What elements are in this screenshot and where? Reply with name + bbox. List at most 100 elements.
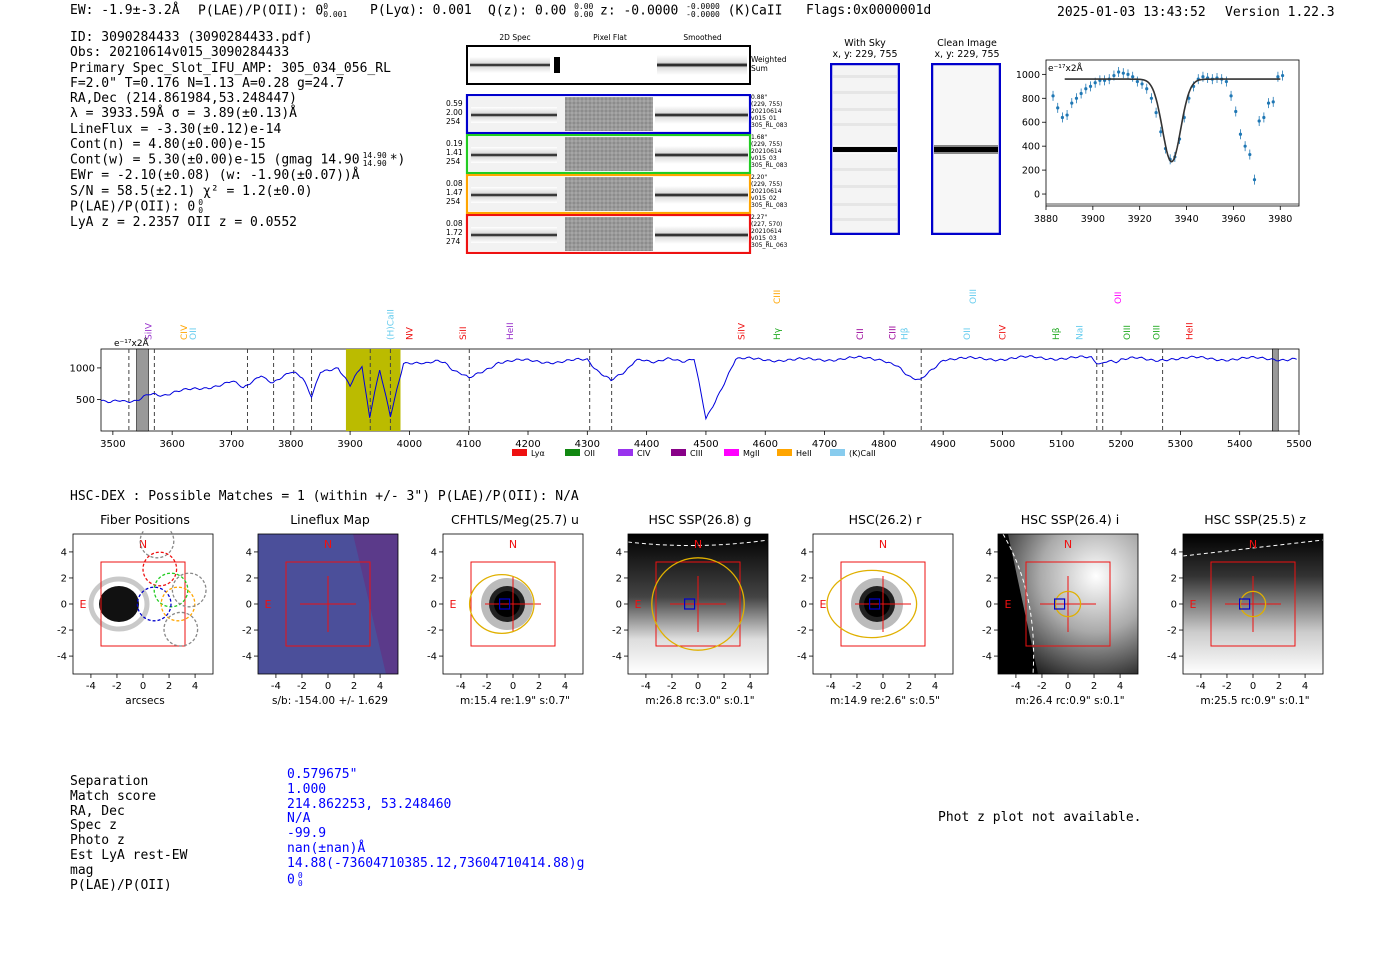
match-value: 0.579675" bbox=[287, 767, 358, 782]
hsc-y-tick: 4 bbox=[986, 547, 992, 558]
zoom-data-point bbox=[1126, 72, 1130, 76]
hsc-y-tick: 2 bbox=[61, 573, 67, 584]
hsc-cutout-panel: HSC SSP(25.5) z m:25.5 rc:0.9" s:0.1" N E -… bbox=[1165, 512, 1350, 712]
legend-label: MgII bbox=[743, 449, 760, 458]
cutout-images bbox=[466, 45, 751, 85]
search-box bbox=[470, 561, 556, 647]
aperture-ellipse bbox=[1054, 590, 1082, 618]
hsc-x-tick: 2 bbox=[536, 681, 542, 692]
cutout-row-info: 305_RL_083 bbox=[751, 202, 788, 209]
search-box bbox=[100, 561, 186, 647]
zoom-y-tick: 0 bbox=[1034, 190, 1040, 201]
hsc-x-tick: 4 bbox=[1302, 681, 1308, 692]
legend-label: CIII bbox=[690, 449, 703, 458]
zoom-data-point bbox=[1065, 113, 1069, 117]
cutout-row-stat: 274 bbox=[446, 237, 461, 246]
east-label: E bbox=[1190, 598, 1197, 611]
north-label: N bbox=[509, 538, 517, 551]
east-label: E bbox=[450, 598, 457, 611]
info-lambda: λ = 3933.59Å σ = 3.89(±0.13)Å bbox=[70, 106, 297, 122]
north-label: N bbox=[1064, 538, 1072, 551]
hsc-panel-title: HSC(26.2) r bbox=[848, 512, 922, 527]
spec-x-tick: 4800 bbox=[871, 439, 896, 450]
hsc-y-tick: 0 bbox=[616, 600, 622, 611]
hsc-y-tick: 0 bbox=[801, 600, 807, 611]
spec-line-label: OIII bbox=[969, 289, 979, 304]
zoom-y-tick: 400 bbox=[1022, 142, 1040, 153]
hsc-panel-caption: arcsecs bbox=[125, 695, 165, 707]
info-fwhm: F=2.0" T=0.176 N=1.13 A=0.28 g=24.7 bbox=[70, 75, 344, 91]
hsc-panel-title: Lineflux Map bbox=[290, 512, 370, 527]
spec-line-label: OIII bbox=[1123, 325, 1133, 340]
spec-x-tick: 4200 bbox=[515, 439, 540, 450]
aperture-ellipse bbox=[651, 557, 745, 651]
hsc-x-tick: 2 bbox=[166, 681, 172, 692]
north-label: N bbox=[324, 538, 332, 551]
spec-x-tick: 3800 bbox=[278, 439, 303, 450]
hsc-panel-image: N E -4 -4 -2 -2 0 0 2 2 4 4 bbox=[427, 533, 584, 692]
zoom-data-point bbox=[1154, 111, 1158, 115]
fiber-center-box bbox=[683, 598, 696, 610]
north-label: N bbox=[139, 538, 147, 551]
hsc-x-tick: 0 bbox=[510, 681, 516, 692]
match-label: Separation bbox=[70, 774, 149, 789]
masked-region bbox=[1272, 348, 1279, 432]
cutout-row: 0.08 1.47 254 2.20" (229, 755) 20210614 v015_0… bbox=[445, 174, 795, 214]
hsc-y-tick: 2 bbox=[616, 573, 622, 584]
cutout-row-stat: 0.19 bbox=[446, 139, 463, 148]
spec-x-tick: 5500 bbox=[1286, 439, 1311, 450]
cutout-row-stat: 0.08 bbox=[446, 179, 463, 188]
clean-image-image bbox=[931, 63, 1001, 235]
zoom-data-point bbox=[1271, 100, 1275, 104]
zoom-data-point bbox=[1140, 82, 1144, 86]
with-sky-label: With Sky bbox=[844, 38, 886, 49]
east-label: E bbox=[1005, 598, 1012, 611]
header-qz: Q(z): 0.00 0.00 0.00 bbox=[488, 3, 593, 19]
hsc-cutout-panel: Lineflux Map s/b: -154.00 +/- 1.629 N E -4 -… bbox=[240, 512, 425, 712]
match-value: nan(±nan)Å bbox=[287, 840, 366, 856]
hsc-panel-caption: m:26.4 rc:0.9" s:0.1" bbox=[1015, 695, 1125, 707]
legend-label: Lyα bbox=[531, 449, 545, 458]
match-value: 0 bbox=[287, 872, 295, 888]
header-z-sub: -0.0000 bbox=[686, 10, 720, 19]
header-plae-label: P(LAE)/P(OII): 0 bbox=[198, 3, 324, 19]
spec-line-label: Hβ bbox=[901, 327, 911, 340]
spec-line-label: OII bbox=[963, 328, 973, 340]
hsc-y-tick: -4 bbox=[57, 652, 67, 663]
hsc-x-tick: 0 bbox=[695, 681, 701, 692]
header-ew-text: EW: -1.9±-3.2Å bbox=[70, 3, 180, 18]
detection-info: ID: 3090284433 (3090284433.pdf) Obs: 202… bbox=[70, 30, 405, 230]
zoom-y-tick: 800 bbox=[1022, 94, 1040, 105]
zoom-data-point bbox=[1281, 73, 1285, 78]
cutout-row-image bbox=[465, 174, 752, 214]
hsc-header: HSC-DEX : Possible Matches = 1 (within +… bbox=[70, 489, 579, 504]
zoom-data-point bbox=[1070, 101, 1074, 105]
spec-x-tick: 3600 bbox=[159, 439, 184, 450]
hsc-y-tick: 0 bbox=[61, 600, 67, 611]
info-contw: Cont(w) = 5.30(±0.00)e-15 (gmag 14.90 14.… bbox=[70, 152, 405, 168]
cutout-row-info: v015_02 bbox=[751, 195, 777, 202]
cutout-row-image bbox=[465, 94, 752, 134]
hsc-x-tick: 4 bbox=[562, 681, 568, 692]
cutout-row-info: (229, 755) bbox=[751, 181, 783, 188]
cutout-row-stat: 1.47 bbox=[446, 188, 463, 197]
fiber-circle bbox=[142, 551, 178, 587]
header-qz-sup: 0.00 bbox=[574, 2, 594, 11]
with-sky-title: With Sky x, y: 229, 755 bbox=[820, 38, 910, 60]
hsc-x-tick: -2 bbox=[1037, 681, 1047, 692]
fiber-circle bbox=[171, 572, 207, 608]
masked-region bbox=[136, 348, 149, 432]
hsc-y-tick: -4 bbox=[242, 652, 252, 663]
zoom-x-tick: 3880 bbox=[1034, 214, 1058, 225]
hsc-x-tick: -2 bbox=[1222, 681, 1232, 692]
hsc-panel-title: HSC SSP(26.4) i bbox=[1020, 512, 1120, 527]
hsc-y-tick: 0 bbox=[1171, 600, 1177, 611]
info-lineflux: LineFlux = -3.30(±0.12)e-14 bbox=[70, 121, 282, 137]
weighted-sum-label-1: Weighted bbox=[751, 55, 787, 64]
spec-line-label: SiIV bbox=[738, 322, 748, 340]
zoom-data-point bbox=[1159, 130, 1163, 134]
cutout-row-right-info: 0.88" (229, 755) 20210614 v015_01 305_RL_083 bbox=[751, 94, 787, 129]
spec-x-tick: 4400 bbox=[634, 439, 659, 450]
hsc-panel-caption: m:25.5 rc:0.9" s:0.1" bbox=[1200, 695, 1310, 707]
cutout-row-info: 20210614 bbox=[751, 108, 782, 115]
